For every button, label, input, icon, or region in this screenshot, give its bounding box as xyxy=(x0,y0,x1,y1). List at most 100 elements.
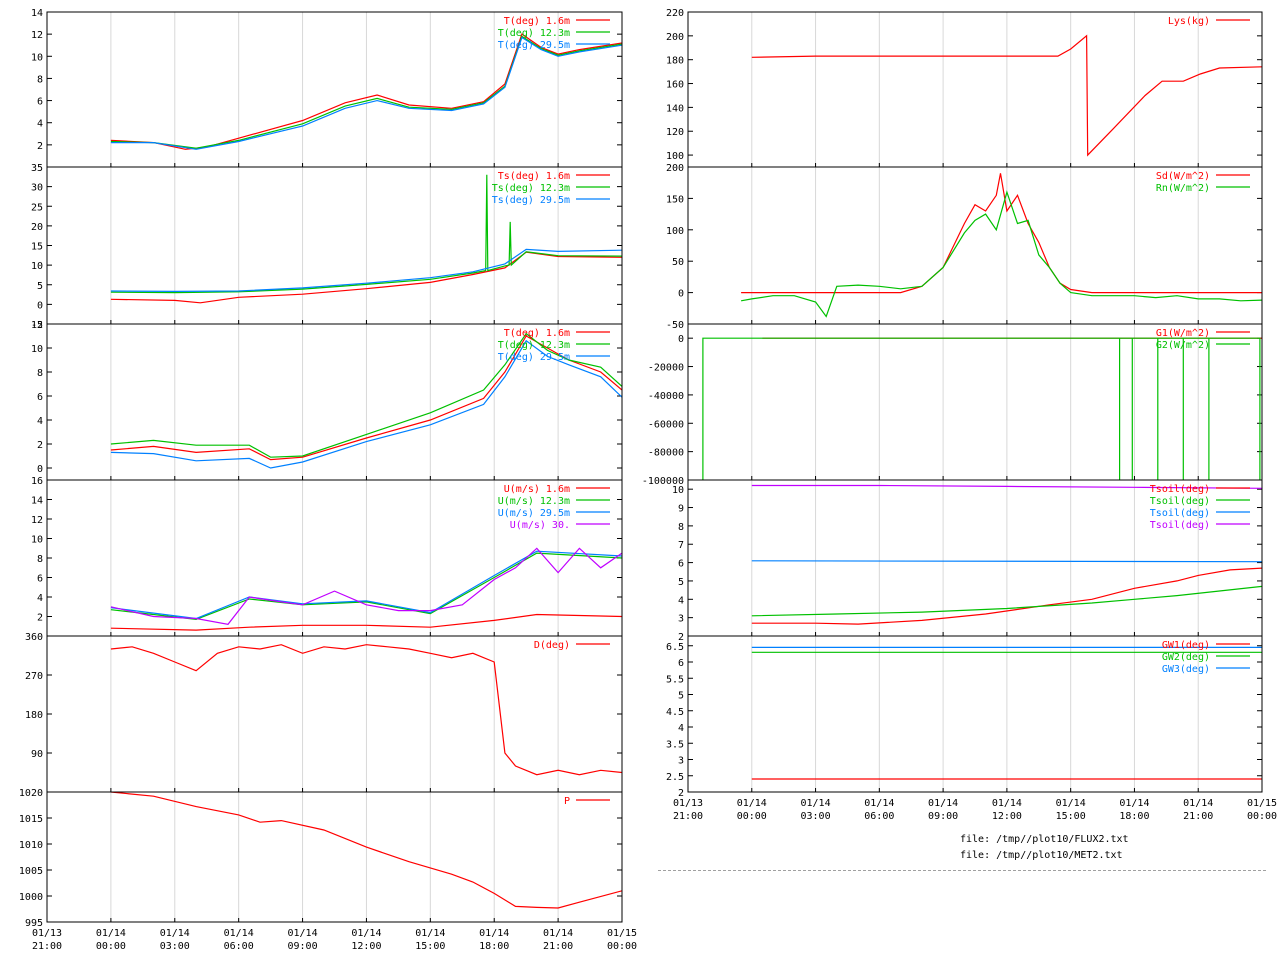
y-tick-label: 9 xyxy=(678,504,684,515)
y-tick-label: 4 xyxy=(678,723,684,734)
series-line-soil-temp-0 xyxy=(751,567,1262,625)
legend-label: D(deg) xyxy=(534,640,570,651)
x-tick-date: 01/14 xyxy=(224,928,254,939)
y-tick-label: 10 xyxy=(31,344,43,355)
series-line-wind-speed-0 xyxy=(110,613,622,631)
x-tick-time: 06:00 xyxy=(224,941,254,952)
y-tick-label: -5 xyxy=(31,320,43,331)
x-tick-date: 01/14 xyxy=(351,928,381,939)
legend-label: T(deg) 29.5m xyxy=(498,40,570,51)
y-tick-label: 50 xyxy=(672,257,684,268)
legend-label: Tsoil(deg) xyxy=(1150,496,1210,507)
y-tick-label: 7 xyxy=(678,540,684,551)
x-tick-date: 01/14 xyxy=(737,798,767,809)
y-tick-label: 5 xyxy=(678,691,684,702)
legend-label: U(m/s) 30. xyxy=(510,520,570,531)
x-tick-time: 00:00 xyxy=(96,941,126,952)
series-line-soil-temp-3 xyxy=(751,484,1262,489)
x-tick-time: 21:00 xyxy=(32,941,62,952)
y-tick-label: 2.5 xyxy=(666,772,684,783)
series-line-temp-profile-1 xyxy=(110,332,622,458)
series-line-wind-direction-0 xyxy=(110,644,622,776)
y-tick-label: 30 xyxy=(31,183,43,194)
panel-ground-heat: -100000 -80000 -60000 -40000 -20000 0 G1(W/m^2… xyxy=(642,323,1263,487)
x-tick-time: 15:00 xyxy=(415,941,445,952)
y-tick-label: 2 xyxy=(678,788,684,799)
series-line-sonic-temp-1 xyxy=(110,174,622,294)
series-line-air-temp-2 xyxy=(110,36,622,150)
x-tick-time: 18:00 xyxy=(479,941,509,952)
y-tick-label: 270 xyxy=(25,671,43,682)
series-line-lysimeter-0 xyxy=(751,34,1262,157)
y-tick-label: -20000 xyxy=(648,363,684,374)
x-tick-date: 01/14 xyxy=(864,798,894,809)
y-tick-label: 1010 xyxy=(19,840,43,851)
x-tick-date: 01/15 xyxy=(1247,798,1277,809)
y-tick-label: 10 xyxy=(31,535,43,546)
legend-label: G1(W/m^2) xyxy=(1156,328,1210,339)
legend-label: Ts(deg) 29.5m xyxy=(492,195,570,206)
y-tick-label: 3.5 xyxy=(666,739,684,750)
panel-pressure: 995 1000 1005 1010 1015 1020 P 01/13 21:00 01/14 0… xyxy=(19,788,637,952)
x-tick-date: 01/14 xyxy=(288,928,318,939)
panel-wind-direction: 90 180 270 360 D(deg) xyxy=(25,632,623,793)
x-tick-time: 18:00 xyxy=(1119,811,1149,822)
legend-label: T(deg) 12.3m xyxy=(498,340,570,351)
panel-temp-profile: 0 2 4 6 8 10 12 T(deg) 1.6mT(deg) 12.3mT(deg) 2… xyxy=(31,320,623,481)
x-tick-time: 21:00 xyxy=(543,941,573,952)
y-tick-label: 360 xyxy=(25,632,43,643)
y-tick-label: 10 xyxy=(31,261,43,272)
x-tick-date: 01/14 xyxy=(415,928,445,939)
y-tick-label: 8 xyxy=(678,522,684,533)
series-line-wind-speed-3 xyxy=(110,547,622,625)
y-tick-label: 35 xyxy=(31,163,43,174)
y-tick-label: 150 xyxy=(666,194,684,205)
y-tick-label: 8 xyxy=(37,74,43,85)
y-tick-label: 25 xyxy=(31,202,43,213)
y-tick-label: 1005 xyxy=(19,866,43,877)
x-tick-date: 01/13 xyxy=(673,798,703,809)
y-tick-label: 16 xyxy=(31,476,43,487)
y-tick-label: 5 xyxy=(678,577,684,588)
legend-label: Ts(deg) 1.6m xyxy=(498,171,570,182)
y-tick-label: 14 xyxy=(31,8,43,19)
y-tick-label: -100000 xyxy=(642,476,684,487)
legend-label: T(deg) 1.6m xyxy=(504,16,570,27)
y-tick-label: 10 xyxy=(31,52,43,63)
y-tick-label: 6 xyxy=(37,574,43,585)
y-tick-label: 8 xyxy=(37,368,43,379)
legend-label: GW1(deg) xyxy=(1162,640,1210,651)
legend-label: T(deg) 29.5m xyxy=(498,352,570,363)
y-tick-label: 100 xyxy=(666,151,684,162)
y-tick-label: -50 xyxy=(666,320,684,331)
x-tick-date: 01/14 xyxy=(928,798,958,809)
series-line-temp-profile-2 xyxy=(110,339,622,469)
series-line-air-temp-1 xyxy=(110,35,622,149)
legend-label: U(m/s) 1.6m xyxy=(504,484,570,495)
x-tick-time: 09:00 xyxy=(928,811,958,822)
x-tick-time: 21:00 xyxy=(673,811,703,822)
x-tick-date: 01/14 xyxy=(1056,798,1086,809)
y-tick-label: 5.5 xyxy=(666,674,684,685)
y-tick-label: 140 xyxy=(666,103,684,114)
y-tick-label: 2 xyxy=(678,632,684,643)
x-tick-time: 00:00 xyxy=(1247,811,1277,822)
legend-label: U(m/s) 29.5m xyxy=(498,508,570,519)
y-tick-label: 0 xyxy=(37,300,43,311)
y-tick-label: 220 xyxy=(666,8,684,19)
x-tick-date: 01/14 xyxy=(96,928,126,939)
y-tick-label: 2 xyxy=(37,613,43,624)
y-tick-label: 1020 xyxy=(19,788,43,799)
y-tick-label: 3 xyxy=(678,756,684,767)
y-tick-label: 4 xyxy=(37,593,43,604)
y-tick-label: 6 xyxy=(678,559,684,570)
legend-label: Tsoil(deg) xyxy=(1150,484,1210,495)
legend-label: GW3(deg) xyxy=(1162,664,1210,675)
legend-label: T(deg) 1.6m xyxy=(504,328,570,339)
y-tick-label: 4 xyxy=(37,416,43,427)
y-tick-label: 6 xyxy=(37,97,43,108)
y-tick-label: 160 xyxy=(666,80,684,91)
panel-radiation: -50 0 50 100 150 200 Sd(W/m^2)Rn(W/m^2) xyxy=(666,163,1263,331)
